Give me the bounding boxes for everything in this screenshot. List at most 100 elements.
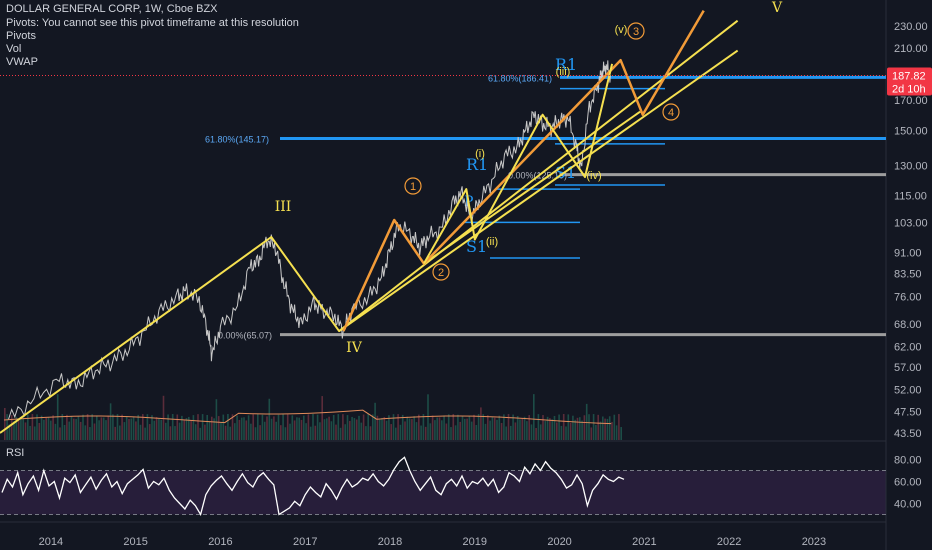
volume-bar [50, 420, 52, 440]
volume-bar [399, 424, 402, 440]
volume-bar [176, 414, 179, 440]
volume-bar [316, 414, 319, 440]
volume-bar [530, 424, 533, 440]
volume-bar [429, 423, 432, 440]
volume-bar [277, 414, 280, 440]
y-tick-label: 43.50 [894, 428, 922, 440]
volume-bar [595, 424, 597, 440]
x-tick-label: 2023 [802, 536, 826, 548]
volume-bar [284, 427, 287, 440]
volume-bar [608, 416, 611, 440]
bar-countdown-label: 2d 10h [892, 84, 926, 96]
volume-bar [79, 421, 82, 440]
elliott-minor-label: (i) [475, 148, 485, 160]
volume-bar [323, 419, 326, 440]
volume-bar [270, 418, 273, 440]
y-tick-label: 91.00 [894, 248, 922, 260]
volume-bar [468, 416, 471, 440]
volume-bar [84, 425, 87, 440]
volume-bar [567, 414, 570, 440]
elliott-minor-label: (v) [615, 24, 628, 36]
y-tick-label: 150.00 [894, 125, 928, 137]
volume-bar [137, 414, 139, 440]
volume-bar [503, 414, 505, 440]
elliott-primary-label: IV [346, 340, 363, 356]
volume-bar [160, 419, 162, 440]
volume-bar [406, 416, 409, 440]
fib-level-label: 0.00%(65.07) [218, 331, 272, 341]
elliott-orange-circle [404, 177, 422, 195]
volume-bar [125, 416, 128, 440]
x-tick-label: 2020 [547, 536, 571, 548]
x-tick-label: 2021 [632, 536, 656, 548]
volume-bar [199, 427, 202, 440]
volume-bar [165, 422, 167, 440]
elliott-orange-line [342, 9, 705, 332]
y-tick-label: 103.00 [894, 217, 928, 229]
volume-bar [148, 424, 151, 440]
volume-bar [174, 426, 176, 440]
volume-bar [581, 420, 583, 440]
volume-bar [332, 414, 335, 440]
volume-bar [119, 425, 121, 440]
volume-bar [533, 394, 535, 440]
volume-bar [597, 414, 599, 440]
volume-bar [68, 421, 70, 440]
volume-bar [273, 416, 275, 440]
volume-bar [576, 417, 579, 440]
volume-bar [516, 415, 519, 440]
volume-bar [491, 417, 494, 440]
volume-bar [441, 420, 443, 440]
volume-bar [464, 418, 466, 440]
volume-bar [604, 418, 606, 440]
volume-bar [282, 414, 284, 440]
volume-bar [181, 415, 183, 440]
pivot-label: R1 [466, 155, 488, 174]
volume-bar [337, 414, 340, 440]
volume-bar [539, 424, 542, 440]
volume-bar [268, 398, 271, 440]
volume-bar [8, 424, 11, 440]
volume-bar [263, 421, 266, 440]
volume-bar [395, 427, 397, 440]
volume-bar [236, 415, 238, 440]
y-tick-label: 210.00 [894, 43, 928, 55]
volume-bar [112, 414, 114, 440]
x-tick-label: 2017 [293, 536, 317, 548]
volume-bar [599, 421, 602, 440]
volume-bar [77, 416, 80, 440]
volume-bar [326, 418, 328, 440]
volume-bar [211, 416, 213, 440]
indicator-vwap: VWAP [6, 56, 38, 68]
volume-bar [280, 425, 282, 440]
volume-bar [73, 418, 75, 440]
volume-bar [107, 415, 110, 440]
elliott-orange-circle [662, 103, 680, 121]
volume-bar [385, 420, 388, 440]
volume-bar [512, 414, 514, 440]
volume-bar [558, 414, 560, 440]
volume-bar [197, 414, 199, 440]
volume-bar [590, 427, 593, 440]
volume-bar [565, 426, 567, 440]
volume-bar [328, 416, 330, 440]
elliott-primary-line [0, 19, 739, 434]
volume-bar [452, 414, 455, 440]
pivot-label: R1 [555, 55, 577, 74]
volume-bar [358, 415, 360, 440]
volume-bar [319, 422, 321, 440]
volume-bar [498, 415, 501, 440]
volume-bar [574, 419, 576, 440]
volume-bar [312, 414, 314, 440]
volume-bar [121, 414, 123, 440]
volume-bar [450, 427, 452, 440]
volume-bar [519, 419, 521, 440]
volume-bar [100, 417, 103, 440]
volume-bar [155, 417, 158, 440]
volume-bar [583, 415, 586, 440]
volume-bar [63, 424, 66, 440]
volume-bar [392, 414, 395, 440]
volume-bar [418, 414, 420, 440]
volume-bar [360, 422, 363, 440]
